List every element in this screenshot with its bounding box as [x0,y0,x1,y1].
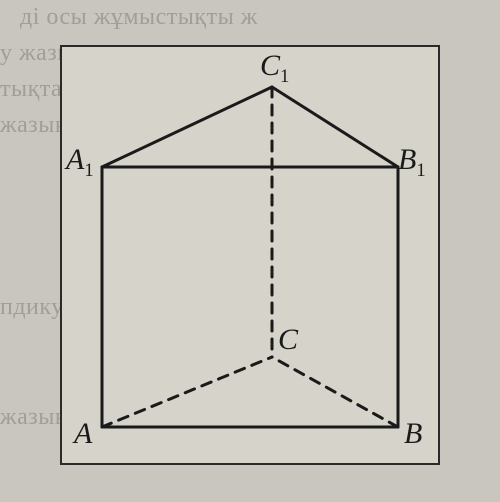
vertex-label-letter: A [66,143,84,176]
edge-A1-C1 [102,87,272,167]
page: ді осы жұмыстықты жу жазықтықтарда атса … [0,0,500,502]
vertex-label-A: A [74,419,92,449]
edge-B1-C1 [272,87,398,167]
vertex-label-subscript: 1 [280,66,289,87]
vertex-label-A1: A1 [66,145,94,181]
bg-text-line: ді осы жұмыстықты ж [20,4,258,31]
vertex-label-letter: B [404,417,422,450]
prism-svg [62,47,438,463]
vertex-label-subscript: 1 [416,160,425,181]
vertex-label-subscript: 1 [84,160,93,181]
vertex-label-letter: C [278,323,298,356]
vertex-label-letter: A [74,417,92,450]
prism-figure-panel: ABCA1B1C1 [60,45,440,465]
vertex-label-B1: B1 [398,145,426,181]
edge-A-C [102,357,272,427]
vertex-label-B: B [404,419,422,449]
vertex-label-letter: B [398,143,416,176]
vertex-label-C1: C1 [260,51,289,87]
edge-B-C [272,357,398,427]
vertex-label-C: C [278,325,298,355]
vertex-label-letter: C [260,49,280,82]
